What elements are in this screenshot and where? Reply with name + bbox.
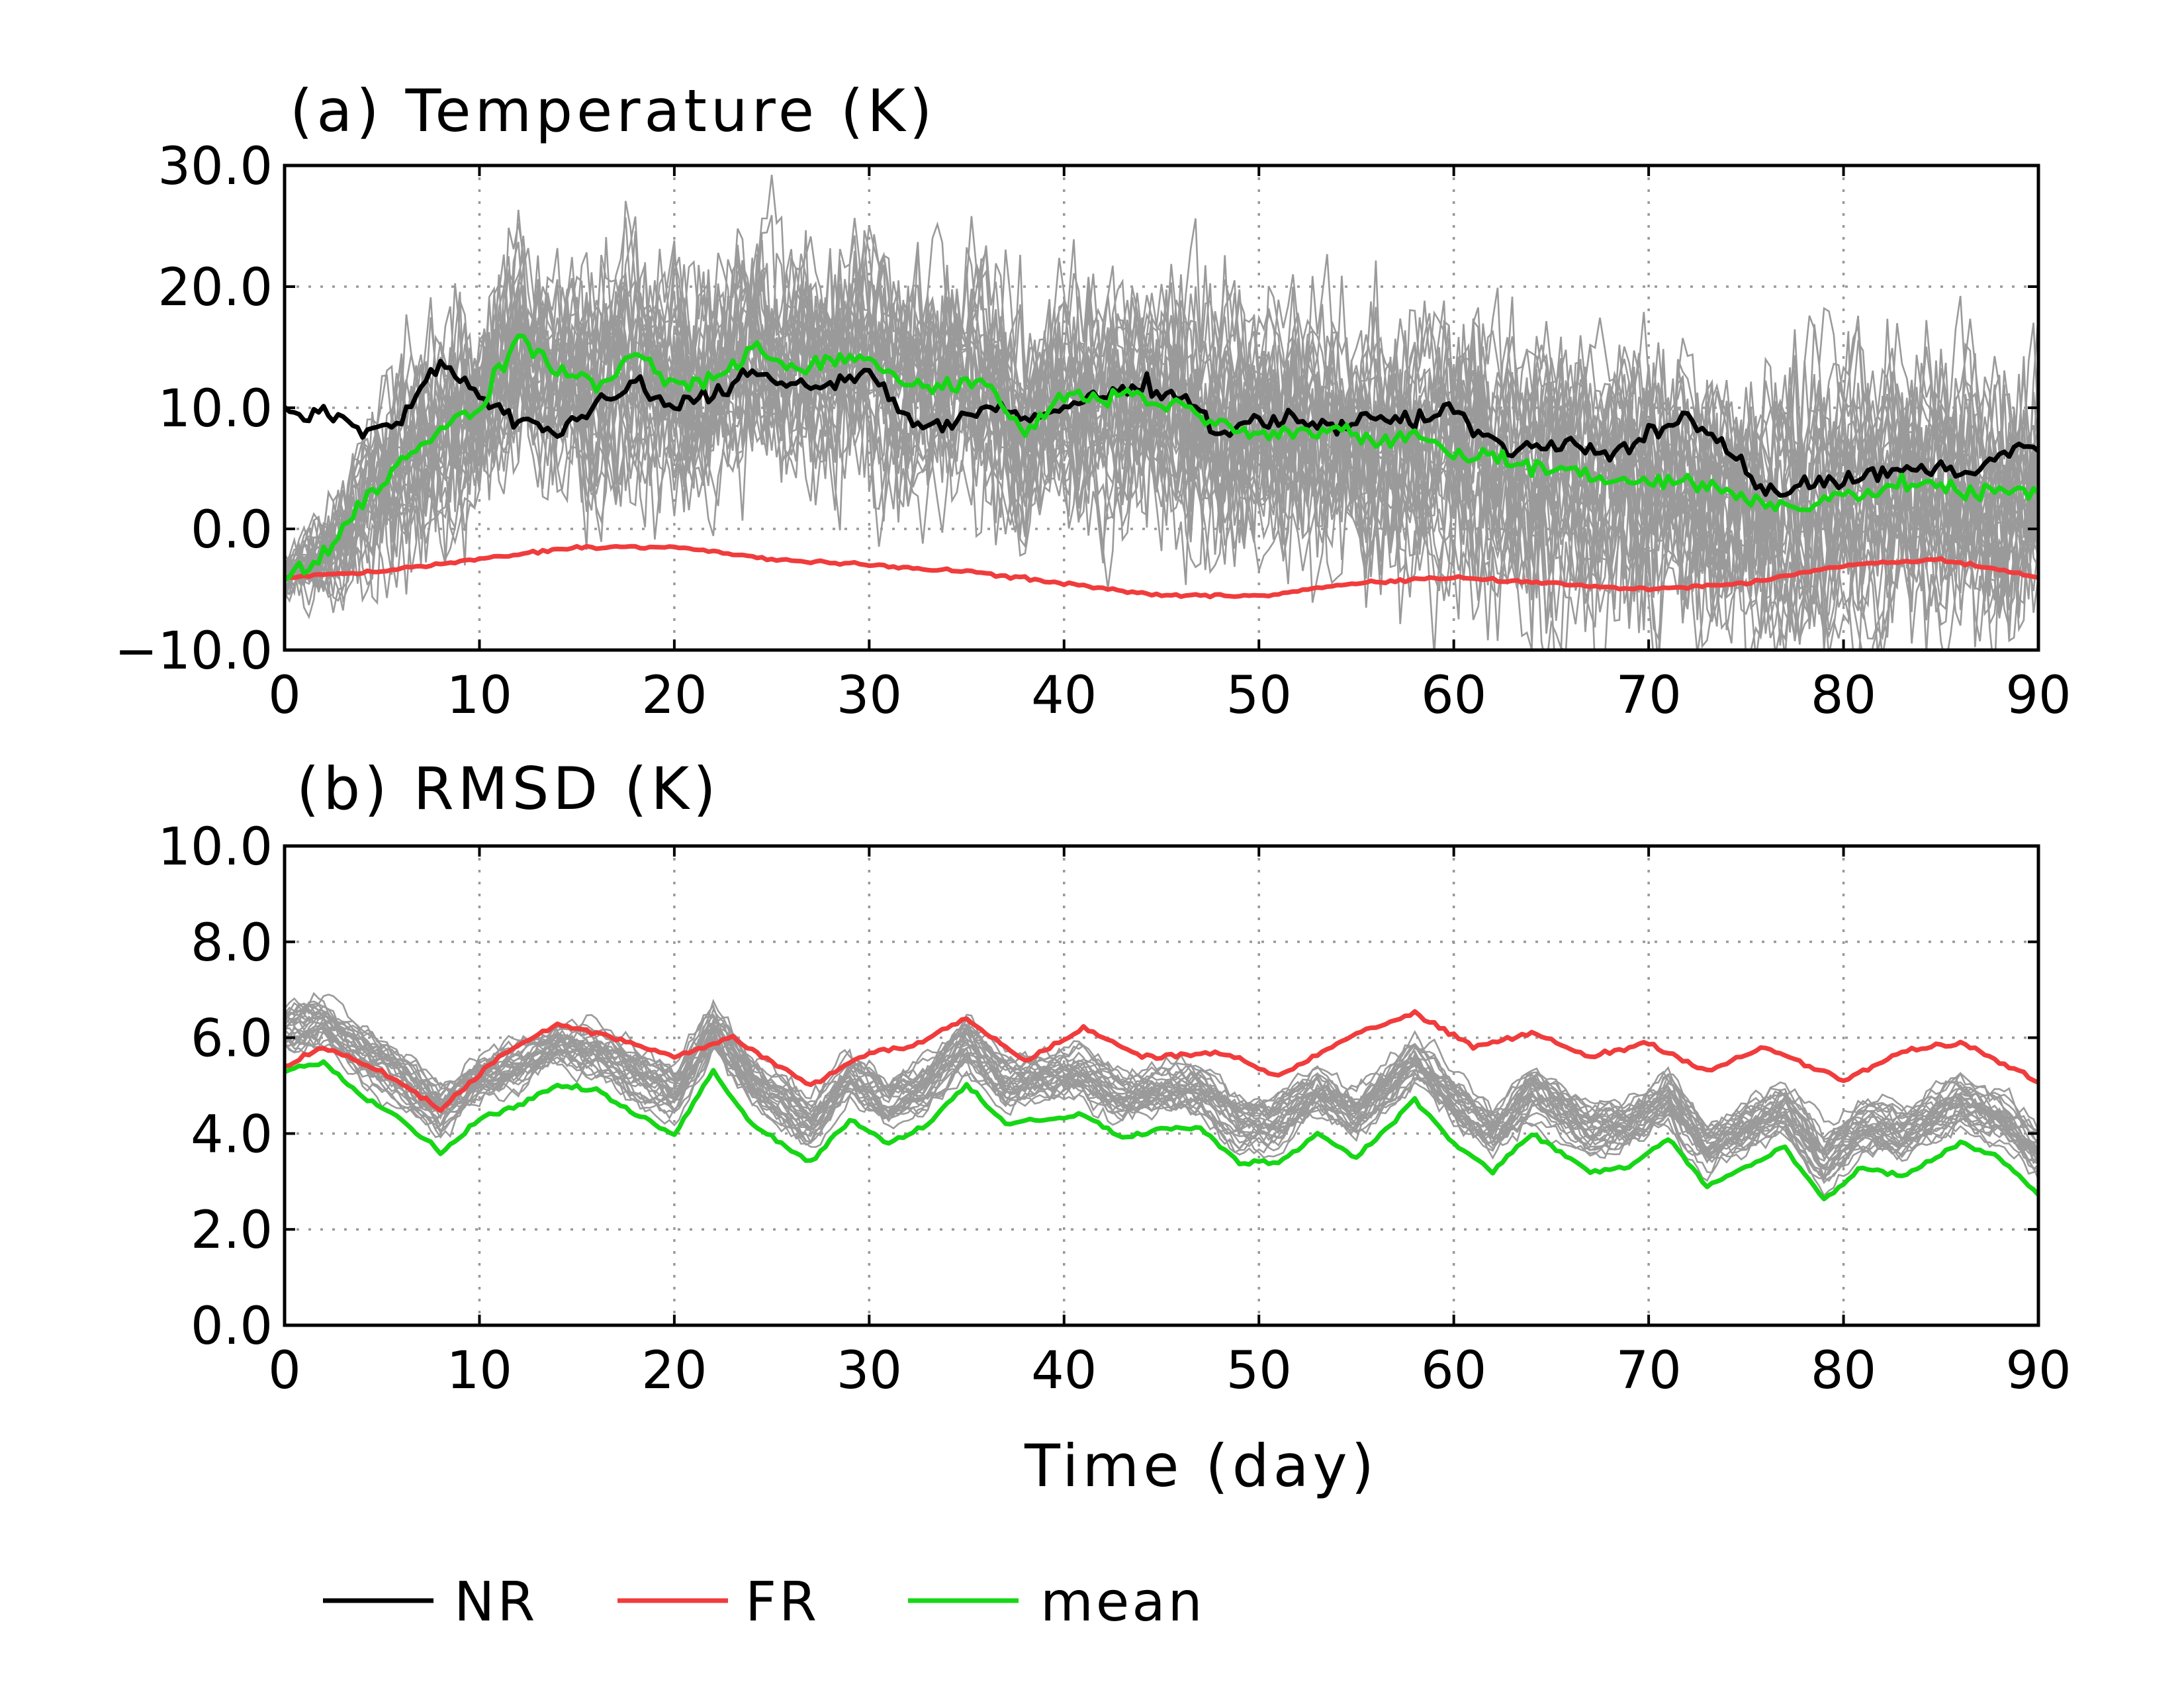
panel-a-title: (a) Temperature (K) <box>290 77 936 145</box>
y-tick-label: −10.0 <box>114 622 273 681</box>
series-line-mean <box>285 1059 2038 1201</box>
legend-label-nr: NR <box>454 1571 537 1634</box>
x-tick-label: 30 <box>837 666 902 726</box>
ensemble-member-line <box>285 994 2038 1147</box>
ensemble-member-line <box>285 1002 2038 1153</box>
ensemble-member-line <box>285 1021 2038 1167</box>
x-tick-label: 0 <box>268 666 301 726</box>
panel-temperature: (a) Temperature (K) 0 10 20 30 40 50 60 70 80 90 … <box>114 77 2071 726</box>
panel-a-ensemble-members <box>285 174 2038 650</box>
x-tick-label: 20 <box>641 666 707 726</box>
y-tick-label: 8.0 <box>191 914 273 973</box>
legend: NR FR mean <box>323 1571 1205 1634</box>
x-tick-label: 50 <box>1226 1341 1292 1401</box>
ensemble-member-line <box>285 214 2038 579</box>
ensemble-member-line <box>285 277 2038 645</box>
x-tick-label: 70 <box>1615 1341 1681 1401</box>
x-tick-label: 80 <box>1811 666 1876 726</box>
ensemble-member-line <box>285 1026 2038 1178</box>
legend-label-mean: mean <box>1040 1571 1205 1634</box>
y-tick-label: 10.0 <box>158 818 273 877</box>
x-tick-label: 90 <box>2005 1341 2071 1401</box>
panel-b-frame <box>283 844 2040 1327</box>
x-tick-label: 70 <box>1615 666 1681 726</box>
x-tick-label: 80 <box>1811 1341 1876 1401</box>
x-tick-label: 90 <box>2005 666 2071 726</box>
y-tick-label: 20.0 <box>158 258 273 318</box>
x-tick-label: 60 <box>1421 666 1486 726</box>
x-tick-label: 40 <box>1031 1341 1097 1401</box>
x-tick-label: 10 <box>447 666 512 726</box>
legend-label-fr: FR <box>745 1571 819 1634</box>
ensemble-member-line <box>285 275 2038 634</box>
series-line-fr <box>285 1009 2038 1113</box>
ensemble-member-line <box>285 1002 2038 1164</box>
y-tick-label: 10.0 <box>158 379 273 439</box>
series-line-fr <box>285 543 2038 600</box>
ensemble-member-line <box>285 258 2038 618</box>
x-tick-label: 60 <box>1421 1341 1486 1401</box>
series-line-mean <box>285 333 2038 582</box>
ensemble-member-line <box>285 201 2038 598</box>
x-tick-label: 0 <box>268 1341 301 1401</box>
panel-b-ensemble-members <box>285 992 2038 1197</box>
panel-b-series <box>285 1009 2038 1201</box>
panel-b-y-ticks: 10.0 8.0 6.0 4.0 2.0 0.0 <box>158 818 2038 1356</box>
x-axis-label: Time (day) <box>1024 1432 1378 1500</box>
panel-b-x-ticks: 0 10 20 30 40 50 60 70 80 90 <box>268 846 2071 1401</box>
panel-b-title: (b) RMSD (K) <box>296 755 720 823</box>
y-tick-label: 30.0 <box>158 137 273 197</box>
x-tick-label: 30 <box>837 1341 902 1401</box>
y-tick-label: 2.0 <box>191 1201 273 1260</box>
panel-rmsd: (b) RMSD (K) 0 10 20 30 40 50 60 70 80 90 10.0 8.0… <box>158 755 2071 1500</box>
x-tick-label: 20 <box>641 1341 707 1401</box>
y-tick-label: 4.0 <box>191 1105 273 1164</box>
panel-a-x-ticks: 0 10 20 30 40 50 60 70 80 90 <box>268 165 2071 726</box>
y-tick-label: 0.0 <box>191 500 273 560</box>
x-tick-label: 40 <box>1031 666 1097 726</box>
y-tick-label: 0.0 <box>191 1297 273 1356</box>
series-line-nr <box>285 358 2038 498</box>
x-tick-label: 10 <box>447 1341 512 1401</box>
x-tick-label: 50 <box>1226 666 1292 726</box>
panel-a-series <box>285 333 2038 600</box>
panel-a-y-ticks: 30.0 20.0 10.0 0.0 −10.0 <box>114 137 2038 681</box>
y-tick-label: 6.0 <box>191 1009 273 1069</box>
